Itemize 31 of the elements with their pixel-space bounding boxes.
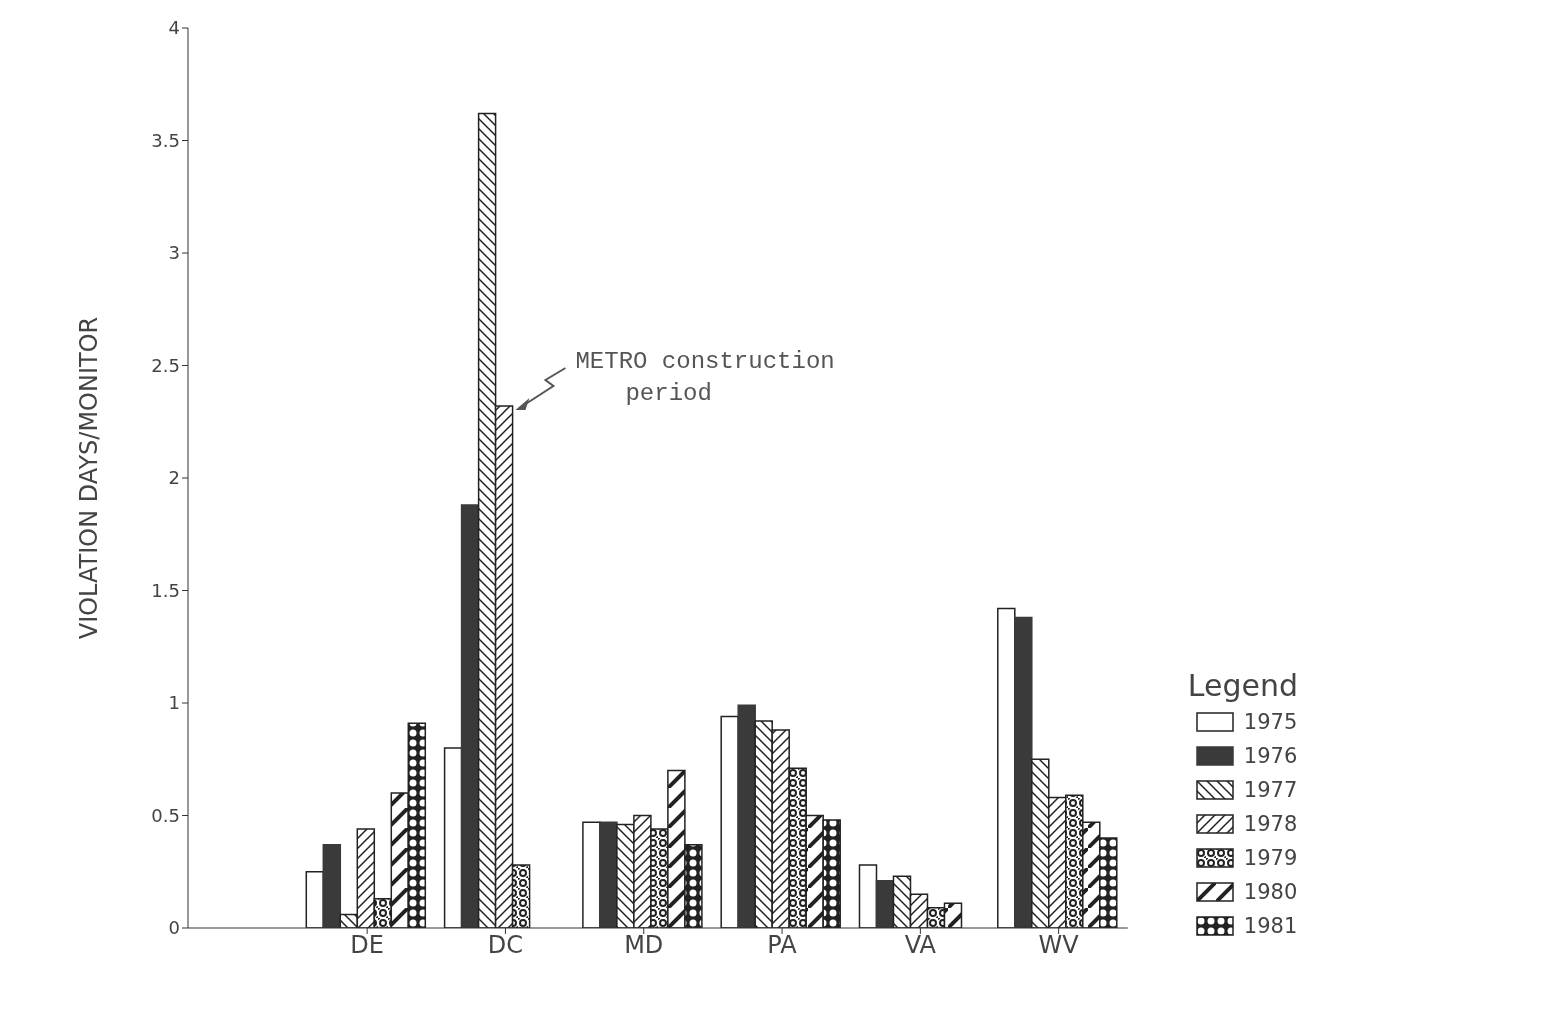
y-tick-label: 2.5 bbox=[151, 354, 180, 376]
legend-label: 1976 bbox=[1243, 744, 1298, 768]
y-tick-label: 1 bbox=[168, 692, 180, 714]
bar bbox=[858, 864, 878, 928]
y-tick-label: 3 bbox=[168, 242, 180, 264]
legend-label: 1977 bbox=[1243, 778, 1298, 802]
bar bbox=[997, 607, 1016, 928]
x-tick-label: DC bbox=[487, 931, 524, 960]
bar bbox=[443, 747, 463, 928]
y-tick-label: 1.5 bbox=[151, 579, 180, 601]
y-tick-label: 4 bbox=[168, 17, 180, 39]
y-tick-label: 0 bbox=[168, 917, 180, 939]
y-tick-label: 3.5 bbox=[151, 129, 180, 151]
y-tick-label: 2 bbox=[168, 467, 180, 489]
y-tick-label: 0.5 bbox=[151, 804, 180, 826]
legend-title: Legend bbox=[1187, 668, 1298, 703]
legend-label: 1980 bbox=[1243, 880, 1298, 904]
legend-label: 1981 bbox=[1243, 914, 1298, 938]
x-tick-label: PA bbox=[767, 931, 798, 960]
bar bbox=[720, 715, 739, 928]
bar bbox=[582, 821, 601, 928]
x-tick-label: DE bbox=[350, 931, 384, 960]
x-tick-label: WV bbox=[1038, 931, 1080, 960]
x-tick-label: MD bbox=[624, 931, 664, 960]
legend-label: 1975 bbox=[1243, 710, 1298, 734]
x-tick-label: VA bbox=[904, 931, 937, 960]
bar bbox=[305, 871, 325, 928]
legend-label: 1978 bbox=[1243, 812, 1298, 836]
legend-label: 1979 bbox=[1243, 846, 1298, 870]
annotation: METRO construction period bbox=[575, 348, 835, 407]
y-axis-title: VIOLATION DAYS/MONITOR bbox=[74, 316, 103, 640]
